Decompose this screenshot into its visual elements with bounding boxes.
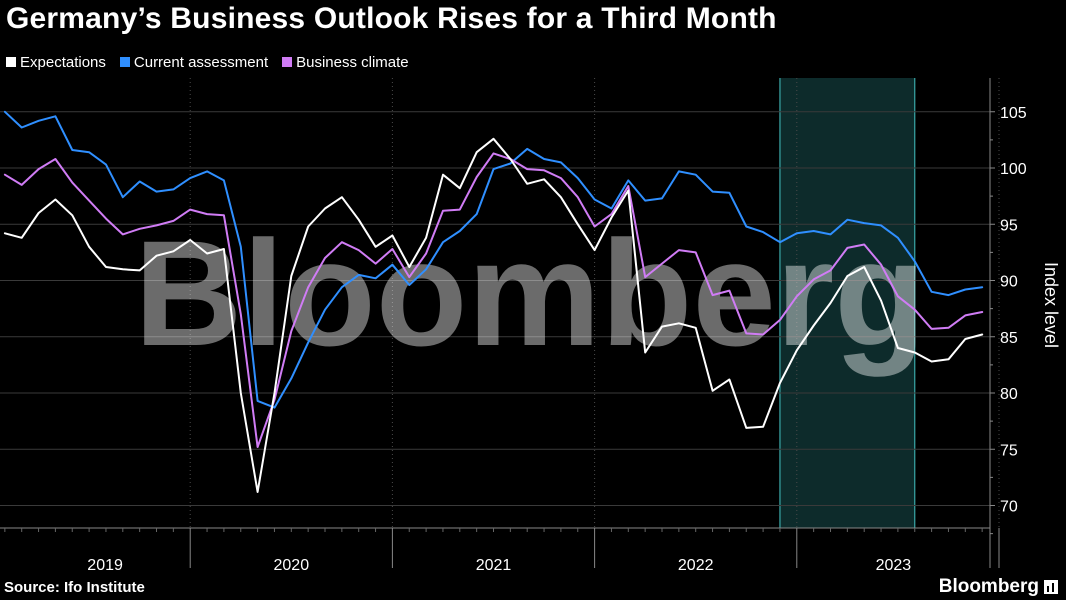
x-tick-label-year: 2020	[274, 557, 310, 574]
x-tick-label-year: 2021	[476, 557, 512, 574]
legend-label-business-climate: Business climate	[296, 53, 409, 71]
brand-logo: Bloomberg	[939, 576, 1058, 598]
y-axis-label: Index level	[1041, 262, 1061, 348]
x-tick-labels: 2019 2020 2021 2022 2023	[87, 557, 911, 574]
legend-item-expectations: Expectations	[6, 54, 106, 71]
legend-item-business-climate: Business climate	[282, 54, 409, 71]
y-tick-label: 85	[1000, 330, 1018, 347]
x-tick-label-year: 2023	[876, 557, 912, 574]
y-tick-label: 100	[1000, 161, 1027, 178]
y-tick-labels: 70 75 80 85 90 95 100 105	[1000, 105, 1027, 516]
highlight-box	[779, 78, 915, 528]
y-tick-label: 95	[1000, 217, 1018, 234]
series-line-business-climate	[3, 152, 984, 448]
legend-label-expectations: Expectations	[20, 53, 106, 71]
y-tick-label: 105	[1000, 105, 1027, 122]
legend-swatch-expectations	[6, 57, 16, 67]
gridlines	[0, 78, 1000, 528]
series-lines	[3, 110, 984, 493]
bar-chart-icon	[1044, 580, 1058, 594]
chart-legend: Expectations Current assessment Business…	[6, 52, 409, 72]
x-tick-label-year: 2019	[87, 557, 123, 574]
watermark-text: Bloomberg	[134, 209, 926, 377]
y-tick-label: 90	[1000, 274, 1018, 291]
x-tick-label-year: 2022	[678, 557, 714, 574]
highlight-region	[779, 78, 916, 528]
legend-item-current-assessment: Current assessment	[119, 53, 269, 71]
legend-swatch-business-climate	[282, 57, 293, 67]
brand-label: Bloomberg	[938, 576, 1039, 597]
source-note: Source: Ifo Institute	[4, 579, 145, 596]
legend-swatch-current-assessment	[119, 57, 130, 67]
series-line-current-assessment	[3, 110, 984, 409]
page-title: Germany’s Business Outlook Rises for a T…	[6, 2, 777, 35]
y-tick-label: 75	[1000, 442, 1018, 459]
y-tick-label: 80	[1000, 386, 1018, 403]
axes	[0, 78, 1000, 568]
legend-label-current-assessment: Current assessment	[133, 53, 269, 71]
y-tick-label: 70	[1000, 499, 1018, 516]
series-line-expectations	[3, 137, 984, 493]
